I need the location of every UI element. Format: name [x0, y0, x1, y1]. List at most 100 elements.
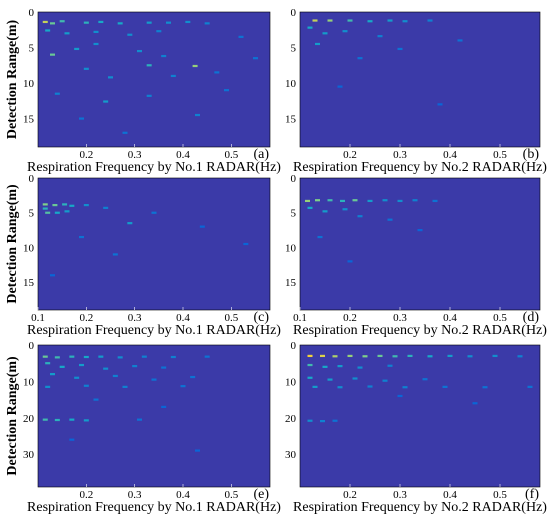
plot-frame — [37, 11, 271, 148]
y-axis-label: Detection Range(m) — [5, 19, 20, 139]
x-tick-label: 0.5 — [224, 149, 238, 161]
heatmap-cell — [337, 365, 343, 368]
heatmap-cell — [307, 26, 313, 29]
heatmap-cell — [472, 402, 478, 405]
heatmap-cells — [307, 19, 463, 106]
heatmap-cell — [69, 438, 75, 441]
heatmap-cell — [54, 356, 60, 359]
heatmap-cell — [382, 379, 388, 382]
heatmap-cell — [238, 35, 244, 38]
y-tick-label: 5 — [291, 43, 297, 55]
heatmap-cell — [161, 366, 167, 369]
heatmap-cell — [307, 419, 313, 422]
y-tick-label: 10 — [285, 376, 297, 388]
heatmap-cell — [69, 418, 75, 421]
plot-frame — [37, 177, 271, 311]
heatmap-cell — [427, 19, 433, 22]
y-tick-label: 10 — [23, 242, 35, 254]
heatmap-cells — [307, 354, 533, 423]
heatmap-cell — [402, 386, 408, 389]
heatmap-background — [300, 345, 540, 487]
x-tick-label: 0.2 — [79, 149, 93, 161]
heatmap-cell — [146, 64, 152, 67]
y-tick-label: 0 — [291, 340, 297, 352]
heatmap-cell — [442, 385, 448, 388]
heatmap-cell — [387, 364, 393, 367]
heatmap-cell — [127, 222, 133, 225]
heatmap-cell — [312, 19, 318, 22]
heatmap-cell — [93, 398, 99, 401]
panel-letter: (a) — [253, 147, 269, 162]
heatmap-cell — [482, 386, 488, 389]
heatmap-cell — [352, 199, 358, 202]
heatmap-background — [38, 12, 270, 147]
heatmap-cell — [320, 354, 325, 358]
heatmap-cell — [132, 365, 138, 368]
x-tick-label: 0.2 — [79, 489, 93, 501]
y-tick-label: 15 — [23, 114, 35, 126]
heatmap-cell — [93, 30, 99, 33]
x-axis-label: Respiration Frequency by No.2 RADAR(Hz) — [293, 160, 547, 175]
heatmap-cell — [52, 203, 58, 207]
heatmap-cell — [45, 385, 51, 388]
heatmap-cell — [98, 20, 104, 24]
x-tick-label: 0.3 — [393, 312, 407, 324]
plot-frame — [299, 177, 541, 311]
heatmap-cell — [347, 19, 353, 22]
heatmap-background — [300, 178, 540, 310]
heatmap-cell — [83, 384, 89, 387]
heatmap-cell — [74, 376, 80, 379]
heatmap-cell — [214, 71, 220, 74]
heatmap-cell — [59, 365, 65, 368]
heatmap-cells — [42, 203, 249, 277]
x-axis-label: Respiration Frequency by No.1 RADAR(Hz) — [27, 323, 281, 338]
heatmap-cell — [45, 29, 51, 32]
heatmap-cell — [253, 57, 258, 60]
y-tick-label: 10 — [285, 78, 297, 90]
y-tick-label: 5 — [29, 43, 35, 55]
heatmap-cell — [337, 85, 343, 88]
x-tick-label: 0.2 — [343, 149, 357, 161]
x-axis-label: Respiration Frequency by No.1 RADAR(Hz) — [27, 500, 281, 514]
heatmap-cell — [527, 385, 533, 388]
heatmap-cell — [93, 42, 99, 46]
heatmap-cell — [397, 47, 403, 51]
heatmap-cell — [62, 203, 68, 206]
heatmap-cell — [367, 20, 373, 23]
heatmap-cell — [103, 206, 109, 209]
x-tick-label: 0.2 — [343, 489, 357, 501]
heatmap-cell — [307, 376, 313, 379]
y-tick-label: 0 — [29, 7, 35, 19]
heatmap-cell — [50, 373, 55, 376]
heatmap-cell — [64, 32, 70, 35]
panel-f: 0.2 0.3 0.4 0.5 0 10 20 30 Respiration Frequency… — [285, 340, 547, 514]
heatmap-cell — [357, 366, 363, 369]
x-tick-label: 0.1 — [293, 312, 307, 324]
x-tick-label: 0.5 — [493, 312, 507, 324]
heatmap-cell — [327, 378, 333, 381]
heatmap-cell — [402, 20, 408, 23]
heatmap-cell — [517, 355, 523, 358]
heatmap-cell — [320, 419, 325, 423]
heatmap-cell — [307, 363, 313, 367]
panel-letter: (e) — [253, 487, 269, 502]
y-tick-label: 30 — [23, 449, 35, 461]
heatmap-cell — [467, 355, 473, 358]
y-tick-label: 10 — [285, 242, 297, 254]
heatmap-cell — [367, 385, 373, 388]
heatmap-cell — [315, 199, 320, 202]
heatmap-cell — [103, 367, 109, 370]
heatmap-cell — [243, 242, 249, 246]
heatmap-cell — [387, 19, 393, 22]
heatmap-cell — [83, 67, 89, 70]
heatmap-cell — [74, 47, 80, 51]
heatmap-cell — [422, 378, 428, 381]
heatmap-cell — [69, 355, 75, 358]
y-tick-label: 15 — [23, 277, 35, 289]
heatmap-cell — [357, 215, 363, 218]
heatmap-cell — [327, 19, 333, 22]
heatmap-cell — [195, 113, 200, 117]
heatmap-cell — [407, 354, 413, 358]
x-tick-label: 0.5 — [493, 149, 507, 161]
x-tick-label: 0.5 — [224, 312, 238, 324]
